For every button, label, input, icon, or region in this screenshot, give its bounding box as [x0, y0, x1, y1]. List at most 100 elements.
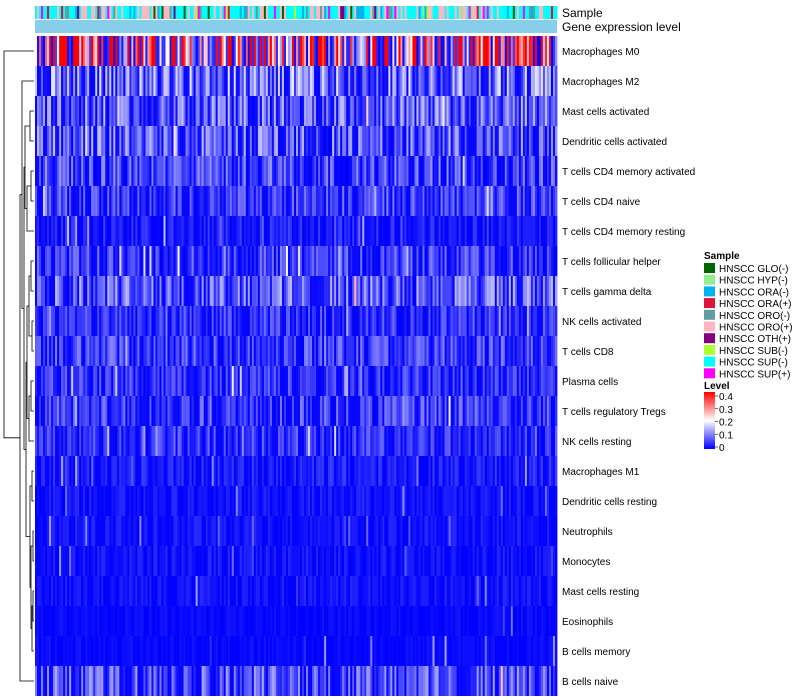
heatmap-cell [279, 426, 283, 456]
heatmap-cell [169, 516, 172, 546]
heatmap-cell [91, 426, 94, 456]
heatmap-cell [456, 216, 460, 246]
heatmap-cell [522, 246, 526, 276]
heatmap-cell [169, 96, 172, 126]
heatmap-cell [89, 186, 92, 216]
heatmap-cell [526, 306, 530, 336]
heatmap-cell [438, 156, 441, 186]
heatmap-cell [235, 426, 239, 456]
sample-annotation-cell [133, 6, 136, 19]
sample-annotation-cell [243, 6, 247, 19]
heatmap-cell [157, 336, 160, 366]
heatmap-cell [229, 276, 233, 306]
heatmap-cell [318, 126, 321, 156]
heatmap-cell [137, 456, 140, 486]
heatmap-cell [95, 276, 98, 306]
heatmap-cell [153, 246, 156, 276]
heatmap-cell [189, 66, 192, 96]
heatmap-cell [346, 36, 349, 66]
heatmap-cell [554, 456, 558, 486]
heatmap-cell [532, 246, 536, 276]
heatmap-cell [316, 306, 319, 336]
heatmap-cell [55, 96, 58, 126]
heatmap-cell [243, 456, 247, 486]
heatmap-cell [452, 366, 456, 396]
heatmap-cell [344, 546, 347, 576]
heatmap-cell [109, 546, 112, 576]
heatmap-cell [125, 396, 128, 426]
heatmap-cell [179, 36, 182, 66]
heatmap-cell [77, 126, 80, 156]
heatmap-cell [61, 66, 64, 96]
heatmap-cell [450, 96, 453, 126]
heatmap-cell [468, 456, 472, 486]
heatmap-cell [418, 426, 421, 456]
heatmap-cell [51, 516, 54, 546]
heatmap-cell [472, 246, 476, 276]
heatmap-cell [219, 426, 223, 456]
heatmap-cell [536, 186, 540, 216]
heatmap-cell [113, 396, 116, 426]
heatmap-cell [167, 246, 170, 276]
heatmap-cell [267, 66, 271, 96]
heatmap-cell [93, 96, 96, 126]
heatmap-cell [344, 336, 347, 366]
sample-annotation-cell [492, 6, 496, 19]
heatmap-cell [394, 186, 397, 216]
heatmap-cell [398, 366, 401, 396]
heatmap-cell [51, 576, 54, 606]
heatmap-cell [71, 306, 74, 336]
heatmap-cell [376, 276, 379, 306]
heatmap-cell [203, 186, 207, 216]
heatmap-cell [508, 156, 512, 186]
heatmap-cell [59, 96, 62, 126]
heatmap-cell [474, 426, 478, 456]
heatmap-cell [125, 366, 128, 396]
sample-annotation-cell [127, 6, 130, 19]
heatmap-cell [358, 246, 361, 276]
heatmap-cell [382, 36, 385, 66]
heatmap-cell [350, 486, 353, 516]
sample-annotation-cell [508, 6, 512, 19]
sample-annotation-cell [57, 6, 60, 19]
heatmap-cell [57, 486, 60, 516]
heatmap-cell [356, 306, 359, 336]
heatmap-cell [298, 336, 301, 366]
heatmap-cell [502, 156, 506, 186]
heatmap-cell [225, 426, 229, 456]
heatmap-cell [548, 276, 552, 306]
heatmap-cell [308, 126, 311, 156]
heatmap-cell [107, 96, 110, 126]
heatmap-cell [277, 66, 281, 96]
heatmap-cell [291, 156, 295, 186]
heatmap-cell [406, 426, 409, 456]
heatmap-cell [480, 366, 484, 396]
heatmap-cell [376, 246, 379, 276]
heatmap-cell [316, 156, 319, 186]
heatmap-cell [342, 246, 345, 276]
heatmap-cell [237, 276, 241, 306]
heatmap-cell [530, 336, 534, 366]
heatmap-cell [157, 516, 160, 546]
heatmap-cell [251, 336, 255, 366]
heatmap-cell [454, 66, 458, 96]
heatmap-cell [257, 516, 261, 546]
heatmap-cell [542, 156, 546, 186]
heatmap-cell [500, 186, 504, 216]
heatmap-cell [205, 426, 209, 456]
heatmap-cell [460, 96, 464, 126]
heatmap-cell [488, 156, 492, 186]
heatmap-cell [275, 66, 279, 96]
heatmap-cell [219, 36, 223, 66]
heatmap-cell [249, 36, 253, 66]
heatmap-cell [63, 156, 66, 186]
heatmap-cell [342, 36, 345, 66]
heatmap-cell [97, 66, 100, 96]
heatmap-cell [296, 426, 299, 456]
heatmap-cell [526, 516, 530, 546]
heatmap-cell [103, 456, 106, 486]
heatmap-cell [470, 516, 474, 546]
heatmap-cell [287, 366, 291, 396]
heatmap-cell [310, 126, 313, 156]
heatmap-cell [344, 246, 347, 276]
